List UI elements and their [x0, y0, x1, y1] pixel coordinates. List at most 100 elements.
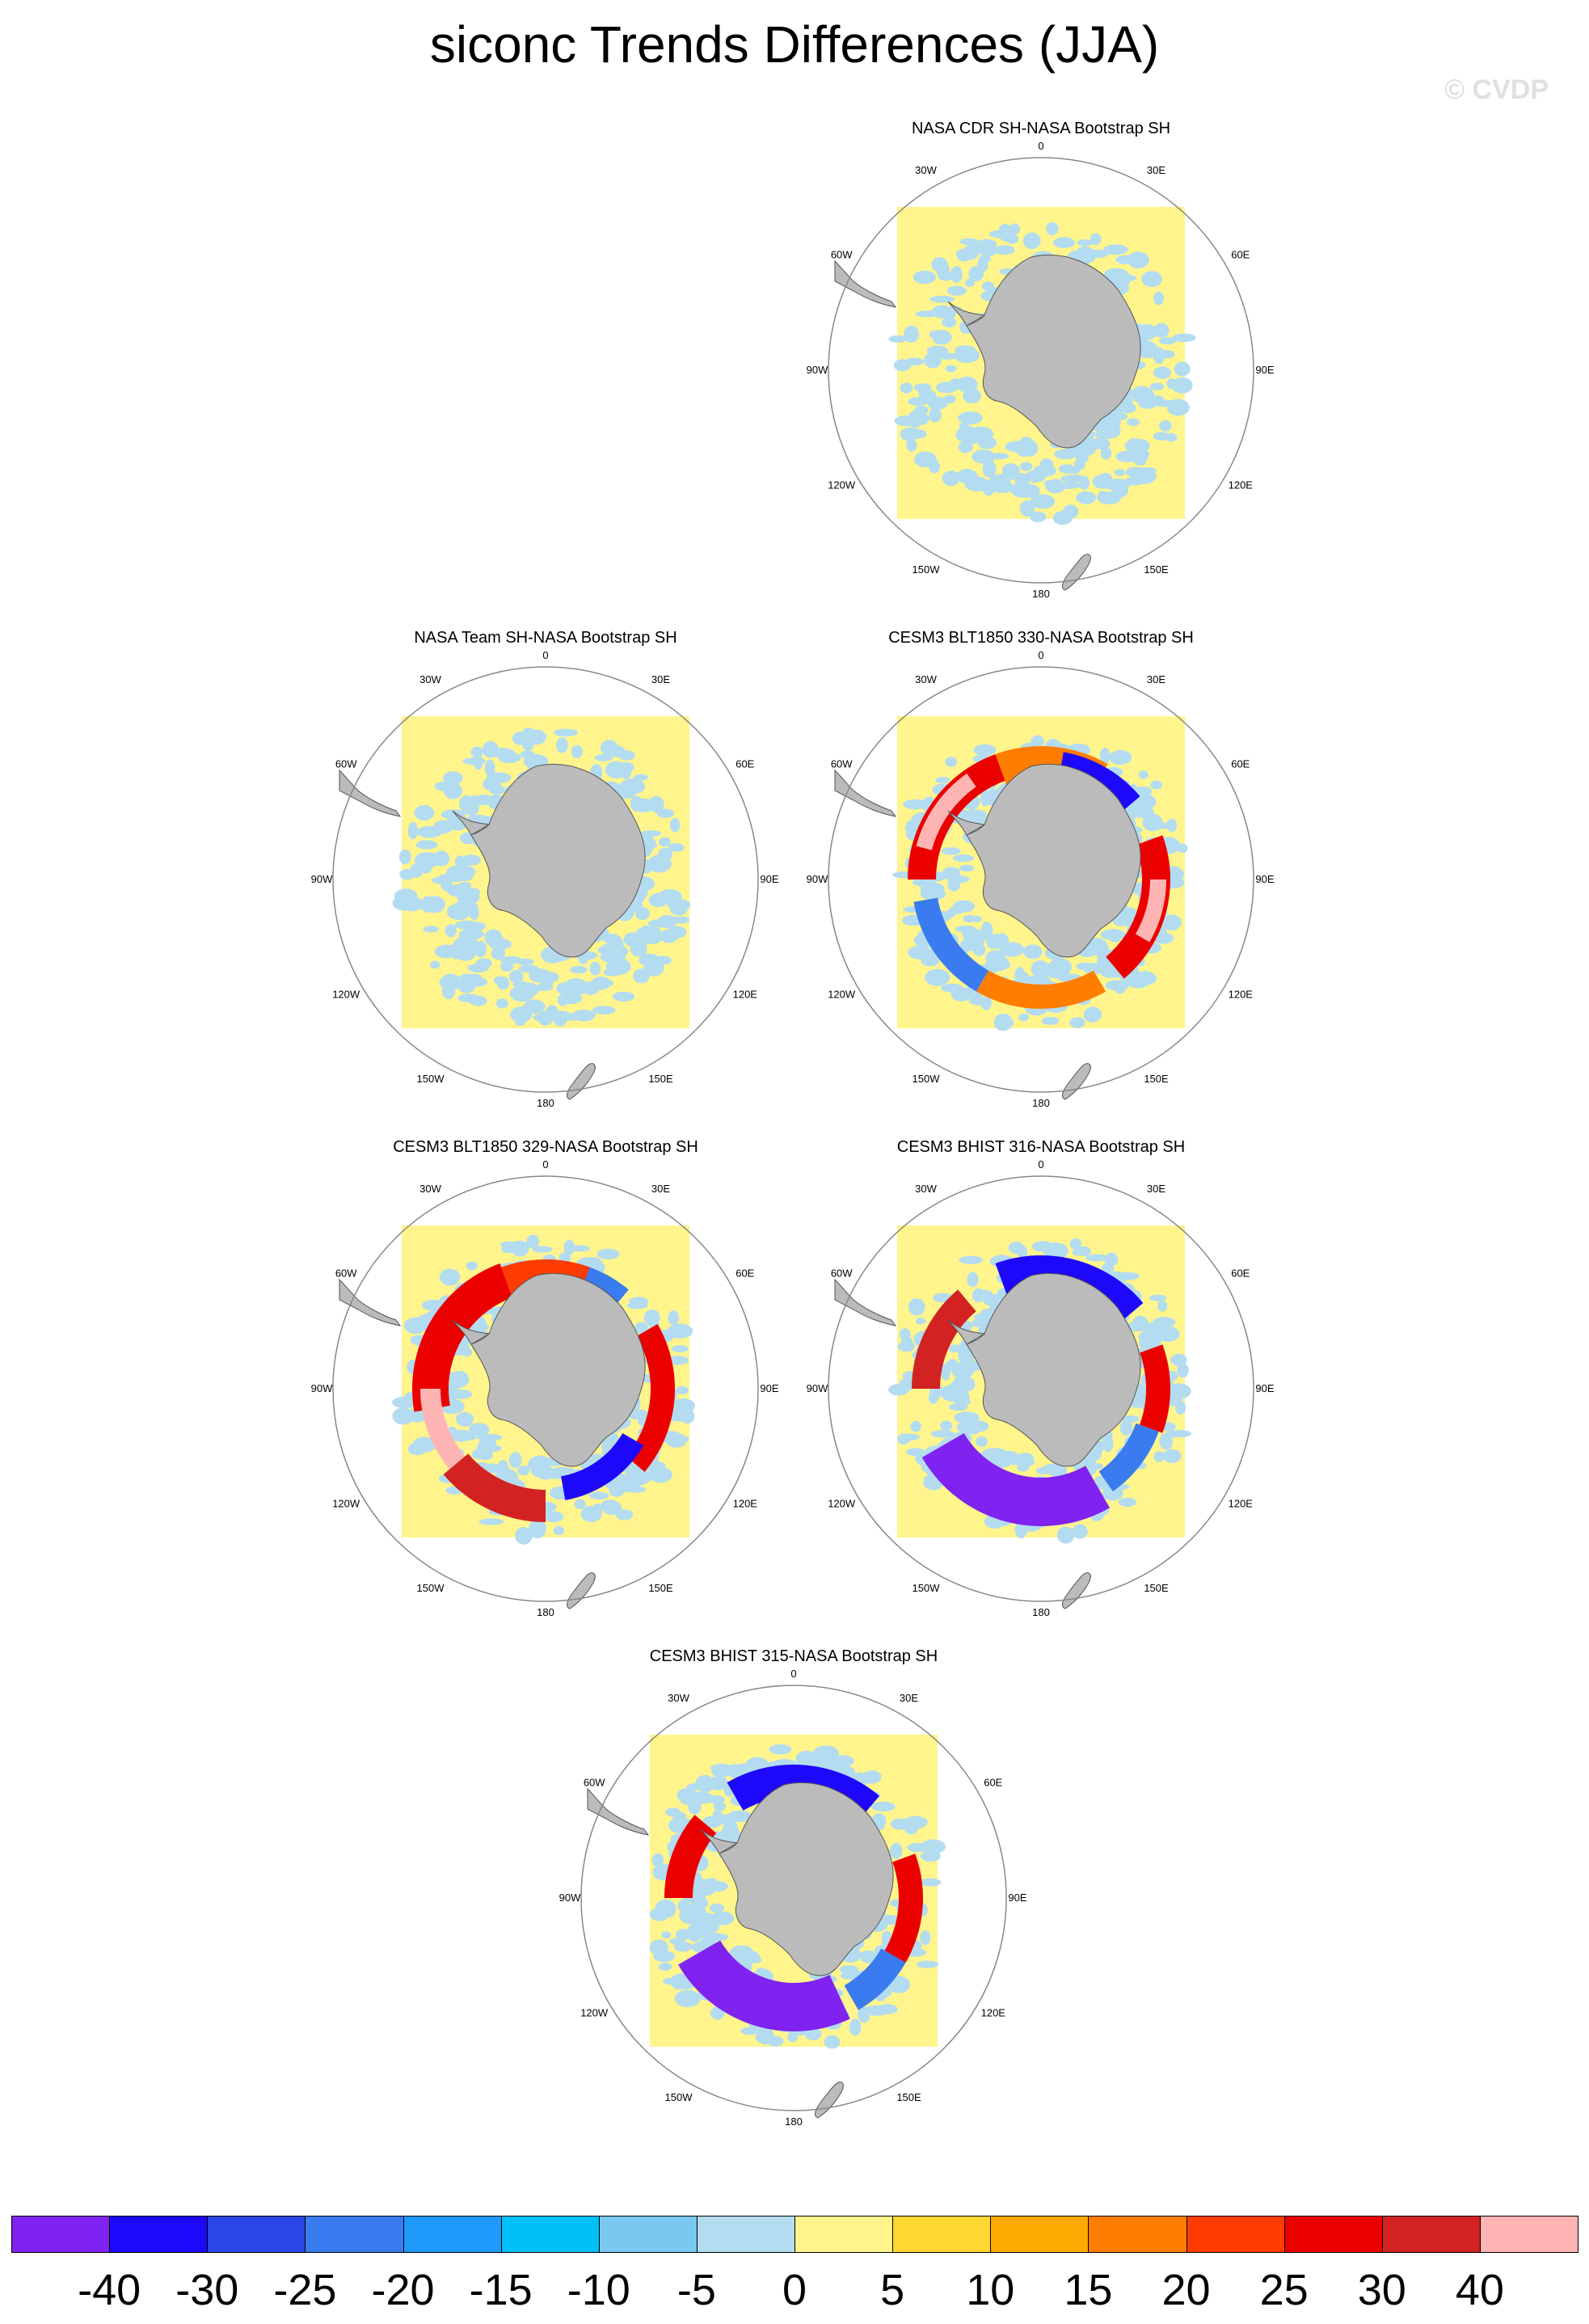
- lon-label-120e: 120E: [1229, 989, 1254, 1001]
- colorbar-box: [1088, 2216, 1187, 2253]
- lon-label-120w: 120W: [828, 1498, 856, 1510]
- lon-label-60e: 60E: [735, 1267, 754, 1280]
- landmass: [339, 1272, 646, 1609]
- lon-label-120w: 120W: [580, 2007, 609, 2019]
- landmass: [834, 254, 1141, 591]
- colorbar-box: [892, 2216, 992, 2253]
- lon-label-120e: 120E: [1229, 1498, 1254, 1510]
- colorbar-label: 5: [880, 2266, 905, 2314]
- map-boundary: [828, 666, 1254, 1093]
- lon-label-180: 180: [1032, 1097, 1050, 1109]
- figure-title: siconc Trends Differences (JJA): [429, 15, 1160, 74]
- lon-label-60e: 60E: [1231, 758, 1250, 770]
- colorbar-box: [1381, 2216, 1481, 2253]
- lon-label-90w: 90W: [311, 1382, 333, 1394]
- polar-map: 0 30E 60E 90E 120E 150E 180 150W 120W 90W 60W 30W: [559, 1668, 1027, 2128]
- lon-label-90e: 90E: [1008, 1892, 1026, 1904]
- colorbar-label: -10: [567, 2266, 630, 2314]
- lon-label-30e: 30E: [1147, 1183, 1165, 1195]
- lon-label-90e: 90E: [1255, 1382, 1274, 1394]
- map-panel-1: NASA CDR SH-NASA Bootstrap SH 0 30E 60E 90E…: [790, 120, 1292, 621]
- colorbar-box: [990, 2216, 1090, 2253]
- lon-label-60w: 60W: [831, 1267, 853, 1280]
- lon-label-90w: 90W: [311, 873, 333, 885]
- map-panel-2: NASA Team SH-NASA Bootstrap SH 0 30E 60E 90…: [295, 629, 796, 1130]
- map-panel-6: CESM3 BHIST 315-NASA Bootstrap SH 0 30E 60…: [543, 1647, 1044, 2149]
- colorbar-label: -25: [273, 2266, 337, 2314]
- map-boundary: [332, 666, 759, 1093]
- lon-label-60w: 60W: [335, 758, 357, 770]
- map-boundary: [580, 1685, 1007, 2111]
- lon-label-120w: 120W: [332, 989, 360, 1001]
- lon-label-150w: 150W: [913, 563, 941, 576]
- lon-label-180: 180: [785, 2115, 803, 2128]
- map-panel-5: CESM3 BHIST 316-NASA Bootstrap SH 0 30E 60…: [790, 1138, 1292, 1639]
- lon-label-180: 180: [1032, 1606, 1050, 1618]
- colorbar-label: -30: [175, 2266, 239, 2314]
- ice-noise: [888, 221, 1196, 525]
- polar-map: 0 30E 60E 90E 120E 150E 180 150W 120W 90W 60W 30W: [807, 1158, 1275, 1618]
- colorbar-box: [696, 2216, 795, 2253]
- lon-label-90w: 90W: [807, 873, 828, 885]
- colorbar-box: [11, 2216, 111, 2253]
- cvdp-watermark: © CVDP: [1444, 74, 1549, 105]
- lon-label-90w: 90W: [807, 1382, 828, 1394]
- lon-label-30w: 30W: [915, 1183, 937, 1195]
- lon-label-120w: 120W: [332, 1498, 360, 1510]
- lon-label-30w: 30W: [419, 673, 441, 685]
- colorbar-label: 10: [966, 2266, 1015, 2314]
- map-panel-3: CESM3 BLT1850 330-NASA Bootstrap SH 0 30E…: [790, 629, 1292, 1130]
- lon-label-150w: 150W: [913, 1582, 941, 1594]
- colorbar-label: -20: [371, 2266, 435, 2314]
- map-boundary: [828, 1175, 1254, 1602]
- lon-label-90w: 90W: [807, 364, 828, 376]
- lon-label-150w: 150W: [417, 1073, 445, 1085]
- colorbar-box: [500, 2216, 600, 2253]
- map-panel-4: CESM3 BLT1850 329-NASA Bootstrap SH 0 30E…: [295, 1138, 796, 1639]
- polar-map: 0 30E 60E 90E 120E 150E 180 150W 120W 90W 60W 30W: [311, 1158, 779, 1618]
- colorbar-box: [794, 2216, 894, 2253]
- lon-label-90w: 90W: [559, 1892, 581, 1904]
- lon-label-30e: 30E: [1147, 673, 1165, 685]
- lon-label-150w: 150W: [665, 2091, 693, 2103]
- colorbar-label: -5: [676, 2266, 716, 2314]
- lon-label-120w: 120W: [828, 989, 856, 1001]
- lon-label-60w: 60W: [335, 1267, 357, 1280]
- colorbar-label: 15: [1064, 2266, 1113, 2314]
- colorbar-label: 30: [1357, 2266, 1406, 2314]
- lon-label-30w: 30W: [915, 164, 937, 176]
- colorbar-label: 25: [1259, 2266, 1309, 2314]
- lon-label-120e: 120E: [733, 989, 758, 1001]
- polar-map: 0 30E 60E 90E 120E 150E 180 150W 120W 90W 60W 30W: [807, 649, 1275, 1109]
- map-boundary: [828, 157, 1254, 584]
- panel-title: NASA CDR SH-NASA Bootstrap SH: [911, 120, 1171, 137]
- lon-label-30w: 30W: [915, 673, 937, 685]
- colorbar: [11, 2216, 1578, 2254]
- lon-label-60e: 60E: [1231, 249, 1250, 261]
- map-boundary: [332, 1175, 759, 1602]
- lon-label-150e: 150E: [896, 2091, 921, 2103]
- polar-map: 0 30E 60E 90E 120E 150E 180 150W 120W 90W 60W 30W: [311, 649, 779, 1109]
- colorbar-box: [1186, 2216, 1285, 2253]
- colorbar-box: [1283, 2216, 1383, 2253]
- lon-label-120e: 120E: [981, 2007, 1006, 2019]
- lon-label-90e: 90E: [760, 873, 778, 885]
- lon-label-150e: 150E: [648, 1582, 673, 1594]
- lon-label-180: 180: [1032, 588, 1050, 600]
- colorbar-label: -15: [469, 2266, 533, 2314]
- lon-label-30w: 30W: [668, 1692, 689, 1704]
- lon-label-150e: 150E: [1144, 1073, 1169, 1085]
- lon-label-60e: 60E: [1231, 1267, 1250, 1280]
- lon-label-150e: 150E: [1144, 1582, 1169, 1594]
- lon-label-150w: 150W: [417, 1582, 445, 1594]
- panel-title: CESM3 BLT1850 329-NASA Bootstrap SH: [393, 1138, 698, 1156]
- panel-title: NASA Team SH-NASA Bootstrap SH: [414, 629, 677, 647]
- colorbar-box: [109, 2216, 209, 2253]
- lon-label-60e: 60E: [735, 758, 754, 770]
- lon-label-30w: 30W: [419, 1183, 441, 1195]
- lon-label-0: 0: [1038, 649, 1043, 661]
- lon-label-90e: 90E: [1255, 364, 1274, 376]
- polar-map: 0 30E 60E 90E 120E 150E 180 150W 120W 90W 60W 30W: [807, 140, 1275, 600]
- colorbar-label: -40: [78, 2266, 141, 2314]
- lon-label-0: 0: [542, 649, 548, 661]
